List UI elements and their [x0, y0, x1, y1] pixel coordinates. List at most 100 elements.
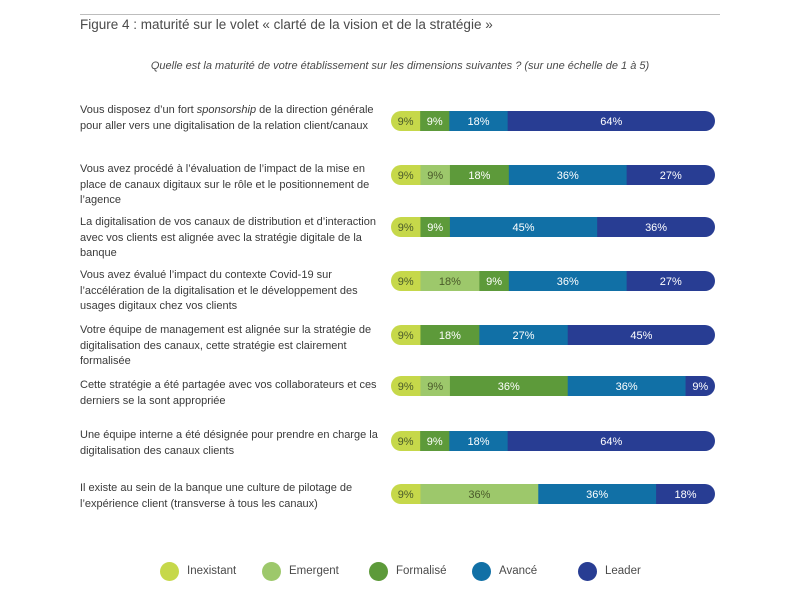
bar-row: [391, 376, 715, 396]
bar-row: [391, 431, 715, 451]
bar-segment: [567, 376, 686, 396]
row-label: Vous disposez d’un fort sponsorship de l…: [80, 103, 380, 134]
bar-value-label: 9%: [398, 170, 414, 182]
bar-segment: [567, 325, 715, 345]
legend-label: Avancé: [499, 565, 538, 577]
bar-segment: [391, 165, 421, 185]
figure-title: Figure 4 : maturité sur le volet « clart…: [80, 17, 493, 32]
bar-segment: [391, 484, 421, 504]
row-label: Il existe au sein de la banque une cultu…: [80, 481, 380, 512]
bar-value-label: 9%: [398, 381, 414, 393]
bar-segment: [391, 271, 421, 291]
bar-value-label: 9%: [398, 276, 414, 288]
bar-value-label: 9%: [486, 276, 502, 288]
legend-label: Formalisé: [396, 565, 447, 577]
bar-value-label: 36%: [557, 170, 579, 182]
bar-segment: [420, 325, 480, 345]
bar-segment: [449, 217, 598, 237]
bar-segment: [420, 271, 480, 291]
bar-value-label: 9%: [427, 436, 443, 448]
bar-segment: [420, 431, 450, 451]
bar-value-label: 27%: [660, 170, 682, 182]
bar-value-label: 18%: [439, 330, 461, 342]
bar-segment: [420, 111, 450, 131]
bar-row: [391, 217, 715, 237]
legend-swatch: [160, 561, 179, 581]
top-rule: [80, 14, 720, 15]
bar-value-label: 9%: [398, 222, 414, 234]
bar-segment: [420, 217, 451, 237]
row-label-text: de la direction générale pour aller vers…: [80, 104, 374, 132]
bar-segment: [626, 271, 715, 291]
bar-row: [391, 111, 715, 131]
row-label: Cette stratégie a été partagée avec vos …: [80, 378, 380, 409]
bar-value-label: 18%: [467, 436, 489, 448]
bar-segment: [449, 376, 569, 396]
bar-segment: [508, 271, 628, 291]
row-label-text: Une équipe interne a été désignée pour p…: [80, 429, 378, 457]
legend-label: Emergent: [289, 565, 339, 577]
bar-segment: [685, 376, 715, 396]
legend-swatch: [262, 561, 281, 581]
bar-value-label: 36%: [586, 489, 608, 501]
bar-value-label: 9%: [427, 170, 443, 182]
legend-swatch: [472, 561, 491, 581]
row-label: Votre équipe de management est alignée s…: [80, 323, 380, 370]
legend-item: Leader: [578, 560, 641, 582]
row-label-text: Vous disposez d’un fort: [80, 104, 197, 116]
bar-value-label: 18%: [468, 170, 490, 182]
bar-segment: [391, 431, 421, 451]
chart-legend: Inexistant Emergent Formalisé Avancé Leader: [0, 560, 800, 582]
bar-value-label: 36%: [616, 381, 638, 393]
row-label-text: Vous avez évalué l’impact du contexte Co…: [80, 269, 358, 312]
bar-value-label: 36%: [498, 381, 520, 393]
bar-segment: [391, 217, 421, 237]
bar-segment: [391, 376, 421, 396]
bar-value-label: 18%: [439, 276, 461, 288]
row-label: La digitalisation de vos canaux de distr…: [80, 215, 380, 262]
row-label-text: La digitalisation de vos canaux de distr…: [80, 216, 376, 259]
bar-segment: [420, 376, 451, 396]
bar-value-label: 9%: [398, 489, 414, 501]
bar-segment: [449, 165, 510, 185]
row-label-text: Votre équipe de management est alignée s…: [80, 324, 372, 367]
legend-swatch: [369, 561, 388, 581]
legend-item: Inexistant: [160, 560, 236, 582]
legend-item: Formalisé: [369, 560, 446, 582]
legend-label: Leader: [605, 565, 641, 577]
bar-row: [391, 271, 715, 291]
bar-row: [391, 325, 715, 345]
bar-segment: [420, 484, 539, 504]
bar-row: [391, 484, 715, 504]
bar-segment: [656, 484, 715, 504]
bar-value-label: 9%: [427, 381, 443, 393]
bar-value-label: 18%: [675, 489, 697, 501]
bar-value-label: 45%: [513, 222, 535, 234]
row-label: Vous avez évalué l’impact du contexte Co…: [80, 268, 380, 315]
bar-segment: [479, 325, 569, 345]
bar-value-label: 9%: [692, 381, 708, 393]
row-label-text: Vous avez procédé à l’évaluation de l’im…: [80, 163, 370, 206]
bar-segment: [626, 165, 715, 185]
bar-segment: [391, 325, 421, 345]
bar-value-label: 9%: [427, 116, 443, 128]
row-label-text: Il existe au sein de la banque une cultu…: [80, 482, 353, 510]
bar-value-label: 64%: [600, 436, 622, 448]
row-label-emphasis: sponsorship: [196, 104, 257, 116]
legend-label: Inexistant: [187, 565, 237, 577]
bar-value-label: 9%: [398, 330, 414, 342]
bar-segment: [449, 431, 509, 451]
bar-segment: [508, 165, 628, 185]
legend-item: Avancé: [472, 560, 537, 582]
bar-segment: [479, 271, 510, 291]
bar-value-label: 45%: [630, 330, 652, 342]
bar-segment: [507, 431, 715, 451]
bar-segment: [597, 217, 715, 237]
chart-subtitle: Quelle est la maturité de votre établiss…: [150, 60, 650, 72]
bar-value-label: 9%: [427, 222, 443, 234]
bar-segment: [420, 165, 451, 185]
bar-segment: [391, 111, 421, 131]
bar-value-label: 27%: [513, 330, 535, 342]
bar-value-label: 36%: [468, 489, 490, 501]
bar-segment: [449, 111, 509, 131]
